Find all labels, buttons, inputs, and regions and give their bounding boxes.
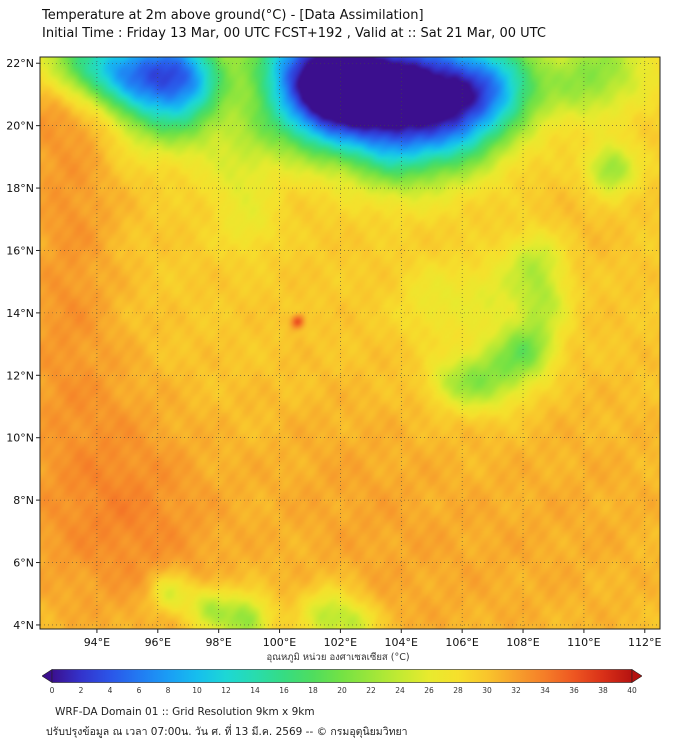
footer-domain-info: WRF-DA Domain 01 :: Grid Resolution 9km … bbox=[55, 706, 315, 718]
lat-tick-label: 14°N bbox=[6, 307, 34, 320]
lat-tick-label: 18°N bbox=[6, 182, 34, 195]
colorbar-gradient bbox=[51, 669, 633, 683]
lon-tick-label: 110°E bbox=[567, 636, 600, 649]
lon-tick-label: 106°E bbox=[445, 636, 478, 649]
colorbar-tick-labels: 0 2 4 6 8 10 12 14 16 18 20 22 24 26 28 30 32 34 36 38 40 bbox=[50, 686, 637, 696]
lat-tick-label: 8°N bbox=[13, 494, 34, 507]
lat-tick-label: 4°N bbox=[13, 619, 34, 632]
colorbar-tick-label: 26 bbox=[424, 686, 434, 695]
colorbar-tick-label: 28 bbox=[453, 686, 463, 695]
colorbar-tick-label: 38 bbox=[598, 686, 608, 695]
colorbar-right-arrow bbox=[631, 669, 642, 684]
colorbar-tick-label: 18 bbox=[308, 686, 318, 695]
lon-tick-label: 100°E bbox=[263, 636, 296, 649]
lon-tick-label: 94°E bbox=[84, 636, 110, 649]
lon-tick-label: 102°E bbox=[324, 636, 357, 649]
map-subtitle: Initial Time : Friday 13 Mar, 00 UTC FCS… bbox=[42, 26, 546, 41]
lat-tick-label: 20°N bbox=[6, 120, 34, 133]
lat-tick-label: 12°N bbox=[6, 369, 34, 382]
lon-tick-label: 98°E bbox=[205, 636, 231, 649]
footer-update-info: ปรับปรุงข้อมูล ณ เวลา 07:00น. วัน ศ. ที่… bbox=[46, 726, 408, 738]
colorbar-tick-label: 8 bbox=[165, 686, 171, 695]
lat-tick-label: 22°N bbox=[6, 57, 34, 70]
lon-tick-label: 112°E bbox=[628, 636, 661, 649]
colorbar-tick-label: 10 bbox=[192, 686, 202, 695]
colorbar-tick-label: 20 bbox=[337, 686, 347, 695]
lon-tick-label: 96°E bbox=[145, 636, 171, 649]
lon-tick-label: 108°E bbox=[506, 636, 539, 649]
colorbar-tick-label: 14 bbox=[250, 686, 260, 695]
colorbar-tick-label: 30 bbox=[482, 686, 492, 695]
lat-tick-label: 16°N bbox=[6, 244, 34, 257]
colorbar-tick-label: 34 bbox=[540, 686, 550, 695]
colorbar-tick-label: 12 bbox=[221, 686, 231, 695]
colorbar-tick-label: 4 bbox=[107, 686, 113, 695]
temperature-field-canvas bbox=[40, 57, 660, 629]
lat-tick-label: 10°N bbox=[6, 432, 34, 445]
lon-tick-label: 104°E bbox=[385, 636, 418, 649]
colorbar-tick-label: 36 bbox=[569, 686, 579, 695]
colorbar-tick-label: 22 bbox=[366, 686, 376, 695]
map-title: Temperature at 2m above ground(°C) - [Da… bbox=[42, 8, 424, 23]
colorbar-tick-label: 32 bbox=[511, 686, 521, 695]
colorbar-tick-label: 40 bbox=[627, 686, 637, 695]
colorbar bbox=[42, 669, 642, 684]
colorbar-tick-label: 16 bbox=[279, 686, 289, 695]
colorbar-tick-label: 24 bbox=[395, 686, 405, 695]
colorbar-tick-label: 6 bbox=[136, 686, 142, 695]
colorbar-left-arrow bbox=[42, 669, 53, 684]
colorbar-tick-label: 2 bbox=[78, 686, 84, 695]
lat-tick-label: 6°N bbox=[13, 557, 34, 570]
colorbar-tick-label: 0 bbox=[49, 686, 55, 695]
colorbar-label: อุณหภูมิ หน่วย องศาเซลเซียส (°C) bbox=[266, 652, 410, 663]
